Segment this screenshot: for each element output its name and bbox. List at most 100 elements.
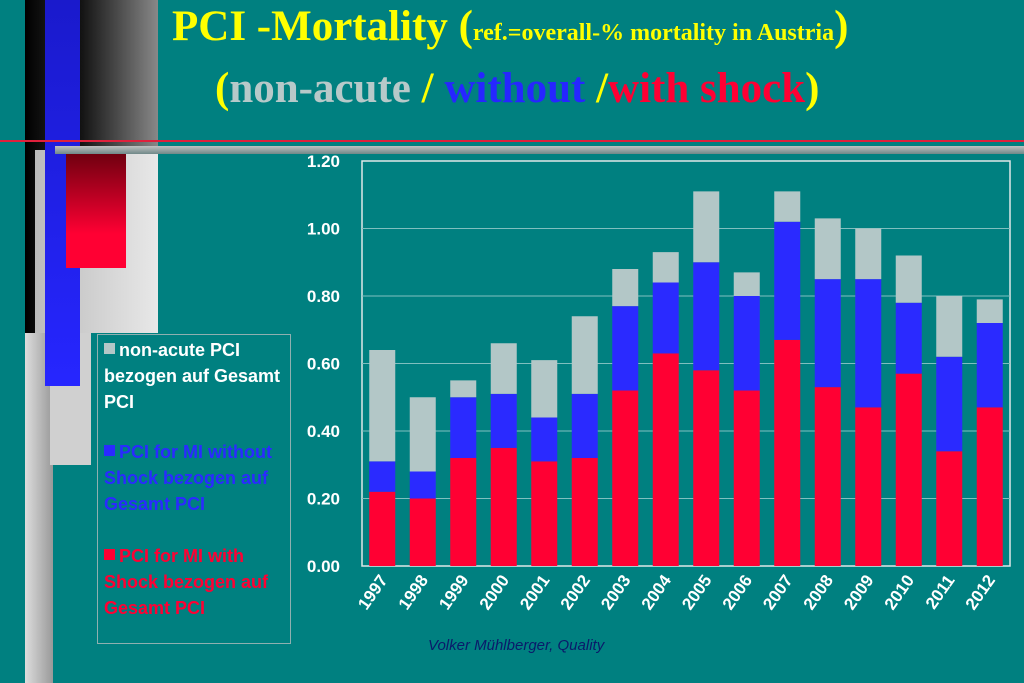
decor-bar-red: [66, 154, 126, 268]
bar-segment: [450, 380, 477, 398]
bar-segment: [855, 407, 882, 566]
subtitle-with-shock: with shock: [608, 65, 806, 112]
bar-segment: [814, 279, 841, 388]
bar-segment: [814, 218, 841, 280]
bar-segment: [936, 451, 963, 566]
y-tick-label: 1.20: [307, 152, 340, 171]
bar-segment: [855, 228, 882, 280]
bar-segment: [612, 306, 639, 391]
title-close: ): [834, 3, 849, 50]
bar-segment: [450, 397, 477, 458]
subtitle-separator-2: /: [585, 65, 609, 112]
bar-segment: [369, 350, 396, 462]
bar-segment: [571, 458, 598, 566]
footer-author: Volker Mühlberger, Quality: [428, 637, 605, 654]
bar-segment: [409, 498, 436, 566]
decor-bar-grey-gradient: [80, 0, 158, 160]
legend-swatch-with-shock: [104, 549, 115, 560]
bar-segment: [733, 272, 760, 296]
bar-segment: [490, 393, 517, 448]
bar-segment: [369, 461, 396, 492]
bar-segment: [855, 279, 882, 408]
subtitle-separator-1: /: [410, 65, 445, 112]
bar-segment: [693, 262, 720, 371]
title-divider-shadow: [55, 146, 1024, 154]
legend-item-nonacute: non-acute PCI bezogen auf Gesamt PCI: [104, 337, 289, 415]
legend-item-without-shock: PCI for MI without Shock bezogen auf Ges…: [104, 439, 289, 517]
subtitle-without: without: [444, 65, 586, 112]
chart-legend: non-acute PCI bezogen auf Gesamt PCI PCI…: [97, 334, 291, 644]
y-tick-label: 0.20: [307, 490, 340, 509]
title-divider: [0, 140, 1024, 142]
bar-segment: [895, 373, 922, 566]
bar-segment: [814, 387, 841, 566]
bar-segment: [895, 255, 922, 303]
bar-segment: [895, 302, 922, 374]
y-tick-label: 1.00: [307, 220, 340, 239]
x-tick-label: 1997: [354, 571, 391, 613]
y-tick-label: 0.40: [307, 422, 340, 441]
x-tick-label: 2000: [476, 571, 513, 613]
x-tick-label: 2003: [597, 571, 634, 613]
bar-segment: [369, 491, 396, 566]
bar-segment: [693, 370, 720, 566]
bar-segment: [612, 390, 639, 566]
x-tick-label: 2001: [516, 571, 553, 613]
page-subtitle: (non-acute / without /with shock): [215, 64, 819, 120]
bar-segment: [450, 458, 477, 566]
bar-segment: [531, 461, 558, 566]
x-tick-label: 1998: [395, 571, 432, 613]
bar-segment: [733, 296, 760, 391]
decor-bar-grey: [25, 333, 53, 683]
x-tick-label: 2008: [800, 571, 837, 613]
x-tick-label: 2002: [557, 571, 594, 613]
subtitle-close: ): [805, 65, 820, 112]
bar-segment: [652, 252, 679, 283]
bar-segment: [693, 191, 720, 263]
legend-label-without-shock: PCI for MI without Shock bezogen auf Ges…: [104, 442, 272, 514]
bar-segment: [531, 360, 558, 418]
bar-segment: [571, 393, 598, 458]
bar-segment: [976, 299, 1003, 323]
legend-item-with-shock: PCI for MI with Shock bezogen auf Gesamt…: [104, 543, 289, 621]
page-title: PCI -Mortality (ref.=overall-% mortality…: [172, 2, 1024, 58]
x-tick-label: 2009: [840, 571, 877, 613]
x-tick-label: 2010: [881, 571, 918, 613]
bar-segment: [774, 221, 801, 340]
title-main: PCI -Mortality (: [172, 3, 473, 50]
y-tick-label: 0.60: [307, 355, 340, 374]
x-tick-label: 1999: [435, 571, 472, 613]
legend-label-nonacute: non-acute PCI bezogen auf Gesamt PCI: [104, 340, 281, 412]
legend-swatch-nonacute: [104, 343, 115, 354]
bar-segment: [976, 323, 1003, 408]
bar-segment: [531, 417, 558, 462]
bar-segment: [571, 316, 598, 394]
bar-segment: [774, 191, 801, 222]
bar-segment: [612, 269, 639, 307]
bar-segment: [733, 390, 760, 566]
legend-swatch-without-shock: [104, 445, 115, 456]
y-tick-label: 0.00: [307, 557, 340, 576]
bar-segment: [409, 397, 436, 472]
title-reference: ref.=overall-% mortality in Austria: [472, 20, 835, 46]
bar-segment: [936, 356, 963, 452]
bar-segment: [976, 407, 1003, 566]
bar-segment: [490, 343, 517, 394]
bar-segment: [652, 282, 679, 354]
subtitle-nonacute: non-acute: [229, 65, 411, 112]
x-tick-label: 2011: [922, 571, 959, 612]
bar-segment: [936, 296, 963, 357]
x-tick-label: 2004: [638, 571, 676, 613]
subtitle-open: (: [215, 65, 230, 112]
y-tick-label: 0.80: [307, 287, 340, 306]
bar-segment: [490, 447, 517, 566]
x-tick-label: 2006: [719, 571, 756, 613]
x-tick-label: 2012: [962, 571, 999, 613]
bar-segment: [409, 471, 436, 499]
x-tick-label: 2007: [759, 571, 796, 613]
x-tick-label: 2005: [678, 571, 715, 613]
bar-segment: [774, 339, 801, 566]
legend-label-with-shock: PCI for MI with Shock bezogen auf Gesamt…: [104, 546, 269, 618]
bar-segment: [652, 353, 679, 566]
